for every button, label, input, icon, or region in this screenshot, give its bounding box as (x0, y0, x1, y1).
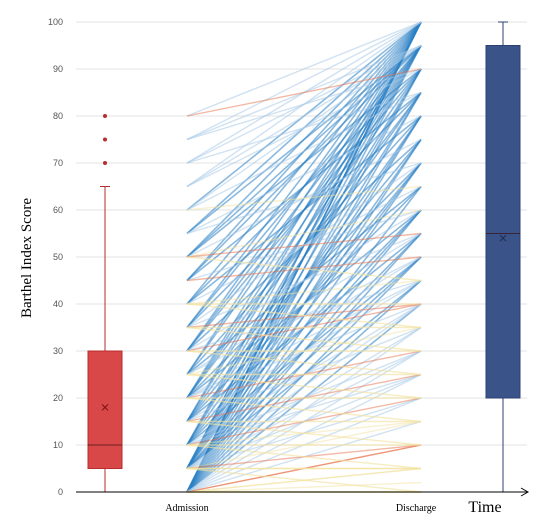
y-tick-label: 10 (53, 440, 63, 450)
boxplot-admission (87, 114, 123, 493)
patient-line (186, 209, 422, 258)
x-axis-arrow (520, 487, 530, 497)
patient-line (186, 397, 422, 423)
y-axis-label: Barthel Index Score (19, 198, 35, 318)
outlier-point (103, 114, 107, 118)
x-label-admission: Admission (165, 503, 208, 514)
x-label-discharge: Discharge (396, 503, 437, 514)
y-tick-label: 50 (53, 252, 63, 262)
patient-line (186, 21, 422, 141)
y-tick-label: 90 (53, 64, 63, 74)
patient-line (186, 481, 422, 493)
patient-line (186, 232, 422, 329)
patient-line (186, 303, 422, 329)
patient-line (186, 91, 422, 164)
box-iqr (87, 350, 123, 469)
patient-line (186, 467, 422, 493)
mean-marker (101, 404, 109, 411)
y-tick-label: 100 (48, 17, 63, 27)
patient-line (186, 185, 422, 211)
outlier-point (103, 161, 107, 165)
patient-line (186, 115, 422, 235)
patient-lines (186, 21, 422, 493)
mean-marker (499, 234, 507, 242)
patient-line (186, 21, 422, 117)
patient-line (186, 350, 422, 376)
boxplots (87, 21, 521, 493)
y-tick-label: 60 (53, 205, 63, 215)
y-tick-label: 0 (58, 487, 63, 497)
patient-line (186, 444, 422, 470)
patient-line (186, 256, 422, 282)
patient-line (186, 68, 422, 258)
y-tick-labels: 0 10 20 30 40 50 60 70 80 90 100 (48, 17, 63, 497)
patient-line (186, 91, 422, 211)
y-tick-label: 70 (53, 158, 63, 168)
patient-line (186, 68, 422, 141)
boxplot-discharge (485, 21, 521, 493)
y-tick-label: 40 (53, 299, 63, 309)
patient-line (186, 279, 422, 305)
x-axis-label: Time (468, 499, 501, 516)
y-tick-label: 80 (53, 111, 63, 121)
y-tick-label: 30 (53, 346, 63, 356)
y-tick-label: 20 (53, 393, 63, 403)
patient-line (186, 420, 422, 446)
patient-line (186, 68, 422, 117)
patient-line (186, 232, 422, 258)
patient-line (186, 115, 422, 305)
patient-line (186, 373, 422, 399)
gridlines (76, 21, 527, 446)
patient-line (186, 326, 422, 352)
box-iqr (485, 45, 521, 399)
patient-line (186, 44, 422, 188)
outlier-point (103, 137, 107, 142)
